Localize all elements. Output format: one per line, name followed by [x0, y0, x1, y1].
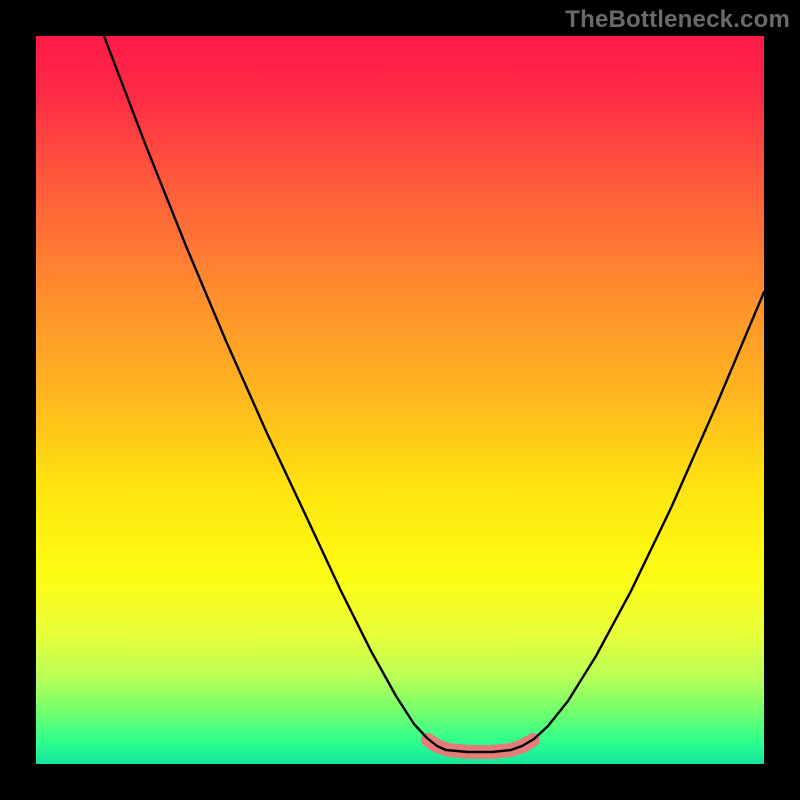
- v-curve: [104, 36, 764, 752]
- plot-area: [36, 36, 764, 764]
- chart-canvas: TheBottleneck.com: [0, 0, 800, 800]
- curve-layer: [36, 36, 764, 764]
- watermark-text: TheBottleneck.com: [565, 6, 790, 34]
